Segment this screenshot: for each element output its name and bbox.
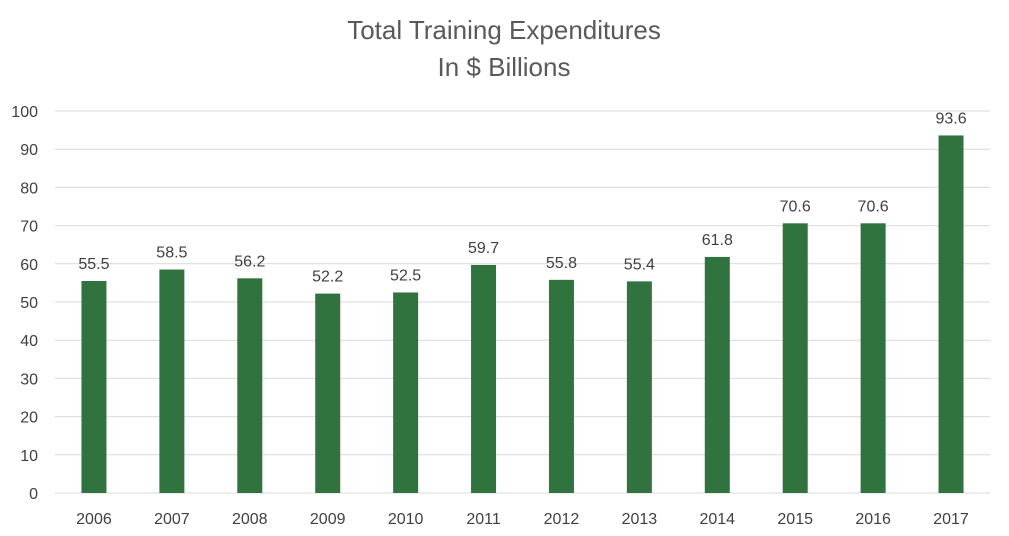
data-label: 52.5 xyxy=(390,267,421,284)
y-tick-label: 20 xyxy=(20,410,38,427)
x-tick-label: 2016 xyxy=(855,511,891,528)
data-label: 55.5 xyxy=(78,256,109,273)
chart-subtitle: In $ Billions xyxy=(438,52,571,82)
x-tick-label: 2012 xyxy=(544,511,580,528)
x-tick-label: 2007 xyxy=(154,511,190,528)
y-tick-label: 0 xyxy=(29,486,38,503)
bar xyxy=(315,293,341,493)
data-label: 70.6 xyxy=(858,198,889,215)
bar xyxy=(548,279,574,493)
bar xyxy=(782,223,808,494)
data-labels: 55.5 58.5 56.2 52.2 52.5 59.7 55.8 55.4 61.8 70.6… xyxy=(78,110,966,285)
gridlines xyxy=(55,110,990,494)
y-tick-label: 70 xyxy=(20,219,38,236)
x-tick-label: 2017 xyxy=(933,511,969,528)
bar xyxy=(237,278,263,493)
y-tick-label: 30 xyxy=(20,371,38,388)
bar xyxy=(159,269,185,493)
bar xyxy=(471,264,497,493)
data-label: 56.2 xyxy=(234,253,265,270)
data-label: 55.4 xyxy=(624,256,655,273)
chart-title: Total Training Expenditures xyxy=(347,15,661,45)
x-axis-ticks: 2006 2007 2008 2009 2010 2011 2012 2013 2014 2015… xyxy=(76,511,969,528)
bar xyxy=(81,280,107,493)
data-label: 61.8 xyxy=(702,232,733,249)
data-label: 93.6 xyxy=(935,110,966,127)
x-tick-label: 2013 xyxy=(622,511,658,528)
bar xyxy=(860,223,886,494)
x-tick-label: 2008 xyxy=(232,511,268,528)
y-tick-label: 40 xyxy=(20,333,38,350)
data-label: 59.7 xyxy=(468,240,499,257)
y-axis-ticks: 0 10 20 30 40 50 60 70 80 90 100 xyxy=(11,104,38,503)
bars xyxy=(81,135,964,494)
y-tick-label: 100 xyxy=(11,104,38,121)
y-tick-label: 60 xyxy=(20,257,38,274)
x-tick-label: 2006 xyxy=(76,511,112,528)
y-tick-label: 50 xyxy=(20,295,38,312)
y-tick-label: 10 xyxy=(20,448,38,465)
bar xyxy=(626,281,652,493)
x-tick-label: 2010 xyxy=(388,511,424,528)
data-label: 52.2 xyxy=(312,269,343,286)
y-tick-label: 80 xyxy=(20,180,38,197)
bar xyxy=(704,256,730,493)
x-tick-label: 2015 xyxy=(777,511,813,528)
x-tick-label: 2014 xyxy=(699,511,735,528)
bar xyxy=(393,292,419,493)
x-tick-label: 2011 xyxy=(466,511,501,528)
bar xyxy=(938,135,964,493)
data-label: 70.6 xyxy=(780,198,811,215)
x-tick-label: 2009 xyxy=(310,511,346,528)
y-tick-label: 90 xyxy=(20,142,38,159)
data-label: 55.8 xyxy=(546,255,577,272)
data-label: 58.5 xyxy=(156,245,187,262)
